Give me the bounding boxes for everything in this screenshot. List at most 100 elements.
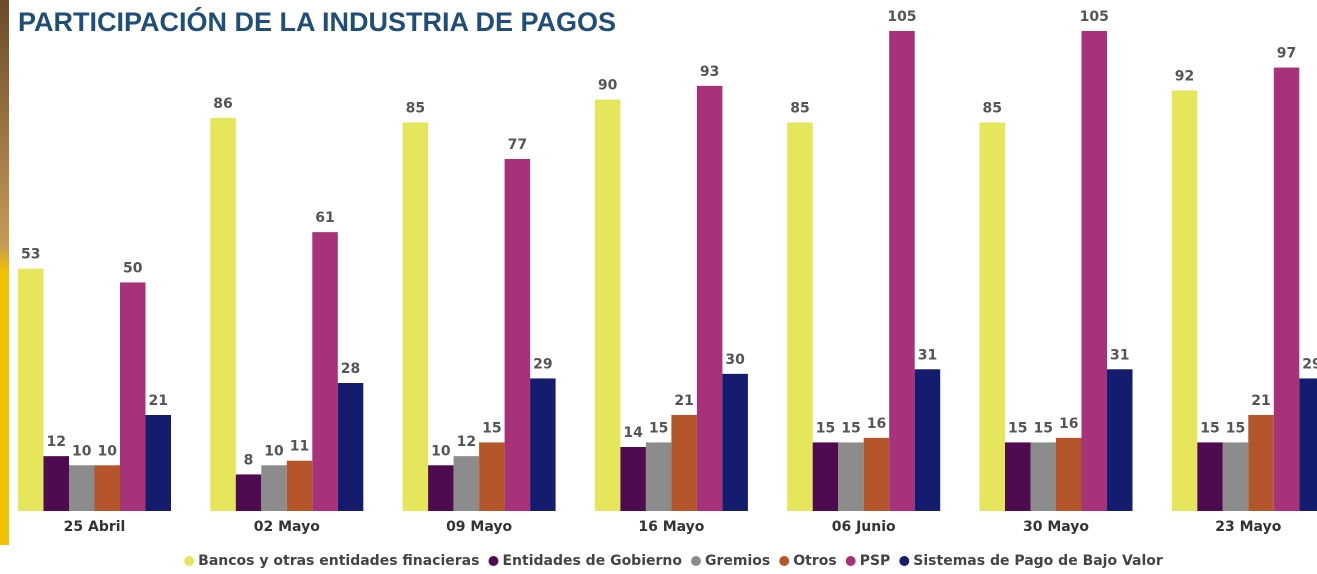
bar: [646, 442, 672, 511]
bar: [530, 378, 556, 511]
chart: PARTICIPACIÓN DE LA INDUSTRIA DE PAGOS 2…: [0, 0, 1317, 574]
bar: [403, 122, 429, 511]
bar: [1299, 378, 1317, 511]
bar: [69, 465, 95, 511]
value-label: 90: [598, 78, 618, 94]
bar: [697, 86, 723, 511]
bar: [505, 159, 530, 511]
legend-marker: [779, 556, 789, 566]
bar: [787, 122, 813, 511]
bar: [44, 456, 70, 511]
legend-label: Sistemas de Pago de Bajo Valor: [913, 553, 1163, 569]
value-label: 85: [790, 100, 809, 116]
value-label: 11: [290, 439, 309, 455]
bar: [595, 100, 621, 511]
legend-label: Bancos y otras entidades finacieras: [198, 553, 479, 569]
x-tick-label: 09 Mayo: [446, 519, 512, 535]
bar: [620, 447, 646, 511]
bar: [1197, 442, 1223, 511]
value-label: 15: [649, 420, 668, 436]
value-label: 28: [341, 361, 360, 377]
value-label: 21: [1251, 393, 1270, 409]
bar: [95, 465, 121, 511]
side-decoration: [0, 0, 9, 545]
bar: [980, 122, 1006, 511]
bar: [146, 415, 172, 511]
value-label: 15: [1008, 420, 1027, 436]
value-label: 86: [213, 96, 232, 112]
value-label: 15: [1226, 420, 1245, 436]
value-label: 85: [406, 100, 425, 116]
legend-marker: [184, 556, 194, 566]
legend-marker: [899, 556, 909, 566]
value-label: 30: [725, 352, 745, 368]
value-label: 21: [674, 393, 693, 409]
value-label: 16: [867, 416, 886, 432]
value-label: 12: [457, 434, 476, 450]
value-label: 105: [887, 9, 916, 25]
x-tick-label: 16 Mayo: [638, 519, 704, 535]
value-label: 77: [508, 137, 527, 153]
bar: [1005, 442, 1031, 511]
bar: [1223, 442, 1249, 511]
x-tick-label: 30 Mayo: [1023, 519, 1089, 535]
bar: [210, 118, 236, 511]
bar: [1056, 438, 1082, 511]
value-label: 8: [244, 452, 254, 468]
value-label: 31: [918, 347, 937, 363]
chart-title: PARTICIPACIÓN DE LA INDUSTRIA DE PAGOS: [18, 6, 616, 37]
x-tick-label: 02 Mayo: [254, 519, 320, 535]
legend-label: Entidades de Gobierno: [502, 553, 682, 569]
value-label: 61: [315, 210, 334, 226]
value-label: 10: [264, 443, 284, 459]
bar: [18, 269, 44, 511]
bar: [1274, 68, 1300, 511]
value-label: 15: [841, 420, 860, 436]
value-label: 50: [123, 260, 143, 276]
bar: [1172, 90, 1198, 511]
bar: [813, 442, 839, 511]
x-tick-label: 25 Abril: [64, 519, 126, 535]
value-label: 29: [1302, 356, 1317, 372]
value-label: 93: [700, 64, 719, 80]
bar: [915, 369, 941, 511]
bar: [479, 442, 505, 511]
legend-label: Otros: [793, 553, 836, 569]
bar: [428, 465, 454, 511]
value-label: 105: [1080, 9, 1109, 25]
bar: [261, 465, 287, 511]
value-label: 16: [1059, 416, 1078, 432]
bar: [454, 456, 480, 511]
value-label: 85: [983, 100, 1002, 116]
bar: [722, 374, 748, 511]
legend-marker: [846, 556, 856, 566]
bar: [1031, 442, 1057, 511]
value-label: 31: [1110, 347, 1129, 363]
legend-label: Gremios: [705, 553, 770, 569]
bar: [864, 438, 890, 511]
value-label: 14: [623, 425, 643, 441]
value-label: 29: [533, 356, 552, 372]
value-label: 15: [1034, 420, 1053, 436]
value-label: 10: [431, 443, 451, 459]
bar: [1082, 31, 1108, 511]
bar: [312, 232, 338, 511]
bar: [120, 282, 146, 511]
value-label: 10: [72, 443, 92, 459]
legend-label: PSP: [860, 553, 891, 569]
bar: [287, 461, 313, 511]
value-label: 53: [21, 247, 40, 263]
value-label: 12: [47, 434, 66, 450]
value-label: 15: [482, 420, 501, 436]
legend-marker: [488, 556, 498, 566]
bar: [671, 415, 697, 511]
bar: [236, 474, 261, 511]
value-label: 21: [149, 393, 168, 409]
value-label: 15: [1200, 420, 1219, 436]
value-label: 97: [1277, 46, 1296, 62]
bar: [838, 442, 864, 511]
value-label: 10: [98, 443, 118, 459]
x-tick-label: 06 Junio: [832, 519, 896, 535]
bar: [889, 31, 915, 511]
legend-marker: [691, 556, 701, 566]
